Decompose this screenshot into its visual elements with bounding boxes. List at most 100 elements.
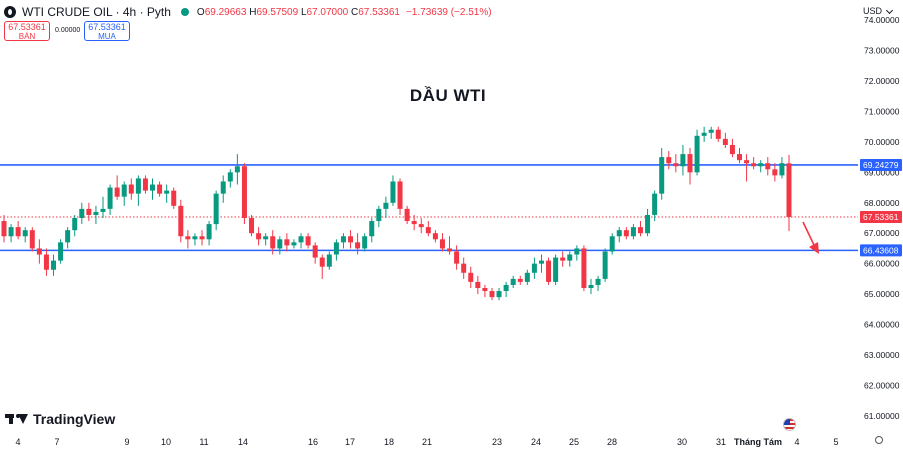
candle-body [249,218,255,234]
candle-body [114,187,120,197]
candle [348,230,354,249]
candle-body [206,224,212,240]
candle-body [510,278,516,285]
candle-body [270,236,276,249]
candle [432,230,438,243]
gear-icon[interactable] [875,436,883,444]
candle-body [150,184,156,191]
candle-body [708,129,714,133]
candle [227,169,233,188]
y-tick-label: 69.00000 [864,167,900,177]
candle [51,254,57,276]
y-tick-label: 73.00000 [864,46,900,56]
y-tick-label: 72.00000 [864,76,900,86]
candle-body [333,242,339,255]
candle-body [574,248,580,255]
candle-body [43,254,49,270]
candle-body [623,230,629,237]
candle [1,214,7,243]
currency-selector[interactable]: USD [858,3,900,19]
x-tick-label: 9 [124,437,129,447]
candle-body [411,221,417,225]
candle [637,221,643,237]
candle [503,281,509,298]
candle [652,190,658,222]
candle [404,205,410,225]
candle [602,248,608,282]
x-tick-label: 18 [384,437,394,447]
y-tick-label: 64.00000 [864,320,900,330]
candle-body [227,172,233,182]
candle-body [72,218,78,231]
candle-body [326,254,332,267]
candle-body [673,163,679,167]
candle-body [277,239,283,249]
sell-price: 67.53361 [8,22,46,32]
tradingview-watermark[interactable]: TradingView [5,411,115,427]
candle [418,218,424,234]
level-tag-0-bg [860,158,902,171]
y-tick-label: 62.00000 [864,380,900,390]
symbol-name[interactable]: WTI CRUDE OIL · 4h · Pyth [22,5,171,19]
candle-body [786,163,792,217]
candle-body [729,144,735,155]
y-tick-label: 68.00000 [864,198,900,208]
candle-body [142,178,148,191]
candle-body [340,236,346,243]
candle-body [164,190,170,194]
candle-body [447,248,453,252]
candle [489,288,495,301]
candle-body [425,227,431,234]
candle-body [531,263,537,273]
candle [142,175,148,194]
candle [482,284,488,298]
buy-label: MUA [98,32,116,41]
candle-body [171,190,177,206]
candle-body [609,236,615,252]
candle-body [284,239,290,246]
candle [340,233,346,249]
candle [199,230,205,246]
candle [687,148,693,185]
candle [79,202,85,225]
candle [8,224,14,243]
y-tick-label: 61.00000 [864,411,900,421]
candle-body [736,154,742,161]
candle [58,239,64,264]
candle-body [86,208,92,215]
candle [517,275,523,285]
candle [100,196,106,218]
x-tick-label: 7 [54,437,59,447]
candle-body [355,242,361,249]
y-tick-label: 71.00000 [864,106,900,116]
candle [609,233,615,255]
candle-body [581,248,587,288]
candle [234,154,240,185]
candle-body [390,181,396,203]
level-tag-0: 69.24279 [860,158,902,171]
symbol-logo-icon [4,6,16,18]
candle-body [65,230,71,243]
symbol-legend: WTI CRUDE OIL · 4h · Pyth O69.29663 H69.… [4,4,492,20]
x-tick-label: 11 [199,437,208,447]
sell-button[interactable]: 67.53361 BÁN [4,21,50,41]
candle-body [553,257,559,282]
candle [595,275,601,292]
candle [319,254,325,279]
candle [567,251,573,267]
buy-button[interactable]: 67.53361 MUA [84,21,130,41]
us-flag-icon[interactable] [783,418,796,431]
candle [326,251,332,270]
candle [114,175,120,200]
candle-body [560,257,566,261]
candle [729,138,735,158]
buy-price: 67.53361 [88,22,126,32]
candle-body [687,154,693,173]
candle [510,275,516,288]
candle [560,251,566,267]
candle [171,187,177,209]
candle-body [135,178,141,194]
candle-body [645,214,651,234]
